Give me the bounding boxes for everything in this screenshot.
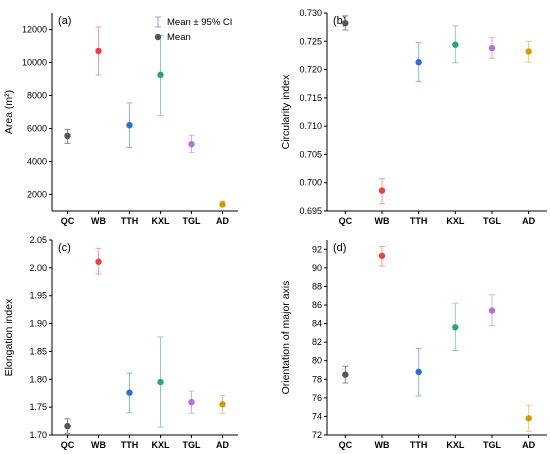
mean-point	[95, 47, 102, 55]
x-tick-label: AD	[216, 440, 229, 450]
y-tick-label: 4000	[27, 157, 47, 167]
x-tick-label: WB	[91, 216, 106, 226]
y-tick-label: 0.720	[299, 65, 322, 75]
y-tick-label: 74	[312, 411, 322, 421]
x-tick-label: TTH	[121, 440, 139, 450]
x-tick-label: KXL	[446, 216, 465, 226]
y-tick-label: 0.725	[299, 36, 322, 46]
x-tick-label: KXL	[446, 440, 465, 450]
y-tick-label: 72	[312, 430, 322, 440]
y-tick-label: 80	[312, 356, 322, 366]
mean-point	[415, 59, 422, 66]
x-tick-label: QC	[339, 216, 353, 226]
mean-point	[219, 401, 226, 408]
y-tick-label: 2000	[27, 190, 47, 200]
x-tick-label: AD	[522, 440, 535, 450]
x-tick-label: TTH	[410, 440, 428, 450]
mean-point	[188, 140, 195, 148]
mean-point	[342, 19, 349, 27]
y-tick-label: 1.90	[29, 319, 47, 329]
y-tick-label: 0.715	[299, 93, 322, 103]
x-tick-label: KXL	[152, 440, 171, 450]
mean-point	[342, 371, 349, 378]
mean-point	[157, 71, 164, 79]
mean-point	[378, 252, 386, 259]
mean-point	[219, 201, 226, 208]
y-tick-label: 12000	[22, 25, 47, 35]
x-tick-label: QC	[61, 440, 75, 450]
panel-d: 72 74 76 78 80 82 84 86 88 90 92 QC WB TTH KXL TGL AD Ori…	[280, 240, 547, 450]
y-tick-label: 1.95	[29, 291, 47, 301]
mean-point	[126, 122, 133, 129]
legend-mean-swatch	[154, 33, 162, 41]
y-tick-label: 2.00	[29, 263, 47, 273]
panel-c: 1.70 1.75 1.80 1.85 1.90 1.95 2.00 2.05 QC WB TTH K…	[3, 235, 238, 450]
y-tick-label: 0.700	[299, 178, 322, 188]
x-tick-label: TGL	[483, 216, 501, 226]
panel-label: (a)	[58, 15, 71, 27]
mean-point	[64, 132, 71, 140]
y-tick-label: 8000	[27, 91, 47, 101]
y-tick-label: 0.730	[299, 8, 322, 18]
y-tick-label: 10000	[22, 58, 47, 68]
y-axis-label: Area (m²)	[3, 90, 15, 134]
x-tick-label: QC	[339, 440, 353, 450]
y-tick-label: 78	[312, 374, 322, 384]
mean-point	[525, 48, 532, 55]
x-tick-label: TGL	[183, 440, 201, 450]
y-axis-label: Orientation of major axis	[280, 281, 292, 395]
mean-point	[188, 398, 195, 406]
panel-b: 0.695 0.700 0.705 0.710 0.715 0.720 0.725 0.730…	[280, 8, 547, 226]
y-tick-label: 88	[312, 281, 322, 291]
mean-point	[452, 324, 459, 331]
panel-label: (c)	[58, 242, 71, 254]
y-tick-label: 86	[312, 300, 322, 310]
x-tick-label: KXL	[152, 216, 171, 226]
mean-point	[378, 187, 386, 194]
y-tick-label: 76	[312, 393, 322, 403]
y-tick-label: 0.705	[299, 149, 322, 159]
y-tick-label: 1.85	[29, 346, 47, 356]
legend-entry: Mean ± 95% CI	[167, 17, 232, 28]
y-tick-label: 0.695	[299, 206, 322, 216]
mean-point	[95, 258, 102, 265]
mean-point	[488, 44, 496, 52]
y-tick-label: 2.05	[29, 235, 47, 245]
y-tick-label: 0.710	[299, 121, 322, 131]
x-tick-label: AD	[216, 216, 229, 226]
mean-point	[157, 378, 164, 386]
y-axis-label: Elongation index	[3, 298, 15, 376]
y-tick-label: 1.80	[29, 374, 47, 384]
y-tick-label: 6000	[27, 124, 47, 134]
x-tick-label: TGL	[183, 216, 201, 226]
mean-point	[126, 389, 133, 396]
y-tick-label: 1.70	[29, 430, 47, 440]
mean-point	[415, 368, 422, 376]
legend-entry: Mean	[167, 32, 191, 43]
y-tick-label: 90	[312, 263, 322, 273]
y-tick-label: 84	[312, 319, 322, 329]
panel-label: (d)	[333, 242, 346, 254]
mean-point	[452, 41, 459, 48]
x-tick-label: TGL	[483, 440, 501, 450]
y-axis-label: Circularity index	[280, 74, 292, 149]
y-tick-label: 82	[312, 337, 322, 347]
panel-a: 2000 4000 6000 8000 10000 12000 QC WB TTH KXL TGL A…	[3, 13, 238, 226]
y-tick-label: 1.75	[29, 402, 47, 412]
x-tick-label: TTH	[410, 216, 428, 226]
x-tick-label: WB	[91, 440, 106, 450]
mean-point	[488, 307, 496, 314]
x-tick-label: WB	[375, 440, 390, 450]
mean-point	[64, 422, 71, 430]
mean-point	[525, 415, 532, 422]
x-tick-label: AD	[522, 216, 535, 226]
x-tick-label: QC	[61, 216, 75, 226]
x-tick-label: WB	[375, 216, 390, 226]
x-tick-label: TTH	[121, 216, 139, 226]
y-tick-label: 92	[312, 244, 322, 254]
